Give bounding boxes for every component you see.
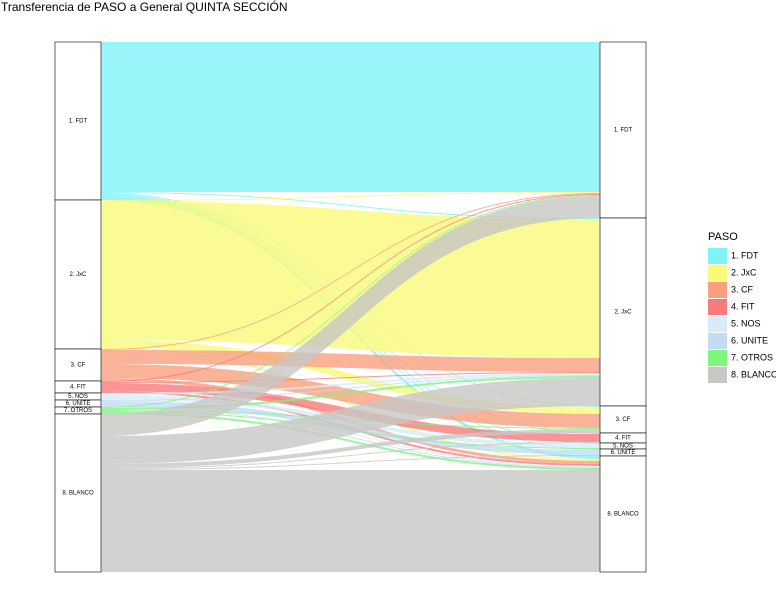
legend-swatch	[708, 248, 727, 264]
right-stratum-label: 2. JxC	[614, 310, 632, 316]
flow	[101, 350, 600, 372]
flow	[101, 196, 600, 436]
flow	[101, 470, 600, 572]
legend-swatch	[708, 367, 727, 383]
flows	[101, 42, 600, 572]
right-stratum-label: 1. FDT	[614, 128, 633, 134]
legend-label: 6. UNITE	[731, 335, 768, 345]
flow	[101, 373, 600, 395]
left-stratum-label: 5. NOS	[68, 394, 88, 400]
left-stratum-label: 4. FIT	[70, 385, 86, 391]
legend-title: PASO	[708, 231, 738, 243]
right-stratum-label: 6. UNITE	[611, 450, 636, 456]
left-stratum-label: 3. CF	[71, 363, 86, 369]
flow	[101, 192, 600, 219]
left-stratum-label: 1. FDT	[69, 119, 88, 125]
legend-label: 3. CF	[731, 284, 754, 294]
legend-swatch	[708, 282, 727, 298]
left-stratum-label: 8. BLANCO	[62, 491, 94, 497]
legend-swatch	[708, 299, 727, 315]
flow	[101, 378, 600, 464]
flow	[101, 375, 600, 401]
right-stratum-label: 5. NOS	[613, 444, 633, 450]
flow	[101, 429, 600, 468]
right-stratum	[599, 455, 647, 573]
left-stratum	[54, 41, 102, 201]
legend-label: 1. FDT	[731, 250, 759, 260]
left-stratum	[54, 413, 102, 573]
legend-swatch	[708, 350, 727, 366]
flow	[101, 192, 600, 201]
legend-label: 8. BLANCO	[731, 369, 776, 379]
flow	[101, 442, 600, 469]
flow	[101, 195, 600, 408]
legend-swatch	[708, 333, 727, 349]
flow	[101, 193, 600, 350]
flow	[101, 347, 600, 461]
left-stratum-label: 2. JxC	[69, 272, 87, 278]
legend-label: 5. NOS	[731, 318, 761, 328]
right-stratum-label: 8. BLANCO	[607, 512, 639, 518]
flow	[101, 372, 600, 383]
left-stratum	[54, 348, 102, 382]
right-stratum-label: 3. CF	[616, 417, 631, 423]
flow	[101, 455, 600, 470]
flow	[101, 194, 600, 382]
legend-label: 7. OTROS	[731, 352, 773, 362]
flow	[101, 406, 600, 468]
left-stratum-label: 7. OTROS	[64, 408, 92, 414]
flow	[101, 376, 600, 410]
right-stratum-label: 4. FIT	[615, 436, 631, 442]
left-stratum-label: 6. UNITE	[66, 401, 91, 407]
legend-label: 2. JxC	[731, 267, 757, 277]
left-stratum	[54, 199, 102, 350]
legend-swatch	[708, 316, 727, 332]
flow	[101, 42, 600, 192]
right-stratum	[599, 217, 647, 407]
legend-label: 4. FIT	[731, 301, 755, 311]
chart-title: Transferencia de PASO a General QUINTA S…	[1, 0, 288, 14]
flow	[101, 412, 600, 470]
legend-swatch	[708, 265, 727, 281]
legend: PASO 1. FDT 2. JxC 3. CF 4. FIT 5. NOS 6. UNI…	[708, 231, 776, 383]
